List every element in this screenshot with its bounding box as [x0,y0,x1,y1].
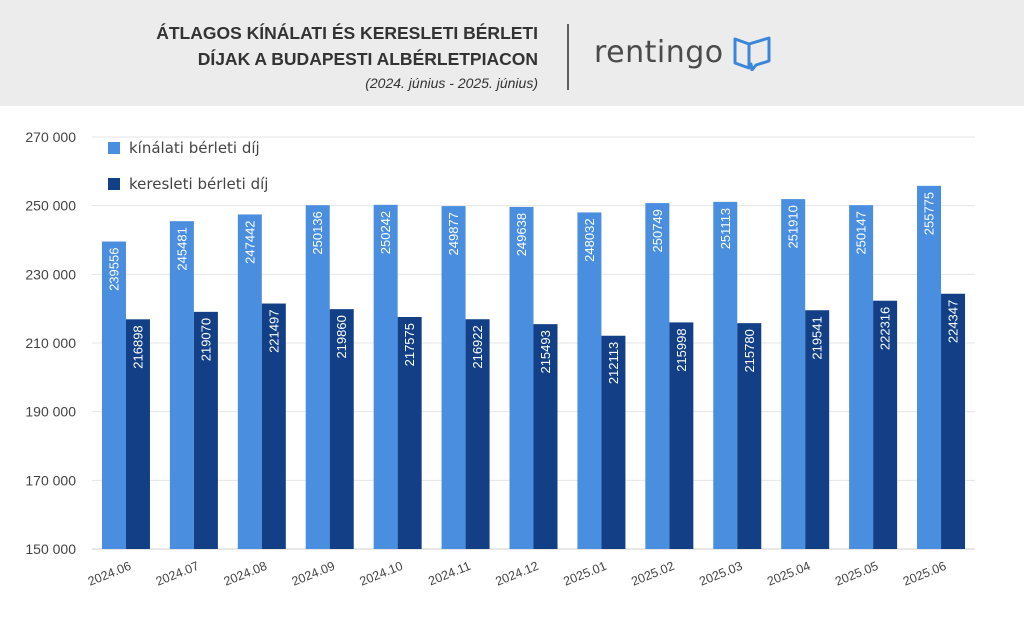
bar-chart: 150 000 170 000 190 000 210 000 230 000 250 0… [25,129,975,589]
bar-offer [101,241,126,549]
bar-demand [465,319,490,549]
bar-offer [577,212,602,549]
bar-value-label: 249877 [446,212,461,255]
x-tick-label: 2024.06 [86,559,133,589]
bar-demand [193,311,218,549]
bar-value-label: 219070 [198,318,213,361]
bar-value-label: 212113 [606,342,621,384]
legend-label: kínálati bérleti díj [129,139,260,157]
bar-value-label: 217575 [402,323,417,366]
brand-logo-text: rentingo [594,34,724,70]
chart-subtitle: (2024. június - 2025. június) [365,75,538,91]
bar-value-label: 250749 [650,209,665,252]
bar-value-label: 245481 [174,227,189,270]
bar-offer [169,221,194,550]
y-tick-label: 230 000 [25,266,76,282]
bar-offer [509,206,534,549]
x-tick-label: 2025.03 [697,559,744,589]
x-tick-label: 2024.07 [154,559,201,589]
chart-title-line-1: ÁTLAGOS KÍNÁLATI ÉS KERESLETI BÉRLETI [156,23,538,43]
bar-offer [713,201,738,549]
y-tick-label: 170 000 [25,472,76,488]
bar-demand [941,293,966,549]
bar-value-label: 251910 [786,205,801,248]
bar-offer [441,206,466,549]
bar-value-label: 215998 [674,328,689,371]
y-tick-label: 150 000 [25,541,76,557]
bar-value-label: 221497 [266,310,281,353]
bar-demand [533,324,558,549]
bar-value-label: 216898 [130,325,145,368]
bar-demand [873,300,898,549]
bar-offer [849,205,874,549]
bar-demand [669,322,694,549]
bars [101,185,966,550]
bar-value-label: 247442 [242,220,257,263]
legend: kínálati bérleti díj keresleti bérleti dí… [108,139,268,193]
x-tick-label: 2025.02 [629,559,676,589]
y-axis-ticks: 150 000 170 000 190 000 210 000 230 000 250 0… [25,129,76,557]
bar-demand [601,335,626,549]
x-tick-label: 2025.05 [833,559,880,589]
bar-demand [737,323,762,549]
bar-demand [329,309,354,549]
bar-value-label: 224347 [946,300,961,343]
bar-value-label: 255775 [922,192,937,235]
y-tick-label: 250 000 [25,198,76,214]
x-tick-label: 2024.10 [358,559,405,589]
bar-demand [125,319,150,549]
book-chat-icon [733,36,771,71]
bar-offer [237,214,262,549]
bar-demand [261,303,286,549]
bar-demand [805,310,830,549]
bar-value-label: 250242 [378,211,393,254]
legend-swatch [108,142,120,154]
bar-value-label: 248032 [582,218,597,261]
bar-demand [397,316,422,549]
bar-value-label: 216922 [470,325,485,368]
data-labels: 239556 216898 245481 219070 247442 221497 2501… [106,192,960,384]
x-tick-label: 2024.08 [222,559,269,589]
x-tick-label: 2025.01 [561,559,608,589]
bar-value-label: 251113 [718,208,733,249]
header-divider [567,24,569,90]
bar-offer [305,205,330,549]
x-tick-label: 2024.12 [493,559,540,589]
bar-value-label: 250147 [854,211,869,254]
y-tick-label: 190 000 [25,404,76,420]
title-block: ÁTLAGOS KÍNÁLATI ÉS KERESLETI BÉRLETI DÍ… [156,20,538,94]
bar-offer [917,185,942,549]
bar-value-label: 222316 [878,307,893,350]
bar-value-label: 219860 [334,315,349,358]
chart-title-line-2: DÍJAK A BUDAPESTI ALBÉRLETPIACON [197,49,538,69]
x-axis-ticks: 2024.06 2024.07 2024.08 2024.09 2024.10 2024.… [86,559,948,589]
y-tick-label: 270 000 [25,129,76,145]
x-tick-label: 2024.11 [426,559,472,589]
legend-swatch [108,178,120,190]
bar-offer [645,203,670,549]
bar-offer [781,199,806,549]
bar-value-label: 215780 [742,329,757,372]
legend-label: keresleti bérleti díj [129,175,268,193]
bar-value-label: 239556 [106,248,121,291]
bar-value-label: 219541 [810,316,825,359]
x-tick-label: 2025.06 [901,559,948,589]
bar-value-label: 249638 [514,213,529,256]
x-tick-label: 2025.04 [765,559,812,589]
brand-logo: rentingo [594,33,772,71]
bar-value-label: 215493 [538,330,553,373]
bar-value-label: 250136 [310,211,325,254]
header-banner: ÁTLAGOS KÍNÁLATI ÉS KERESLETI BÉRLETI DÍ… [0,0,1024,106]
x-tick-label: 2024.09 [290,559,337,589]
bar-offer [373,204,398,549]
y-tick-label: 210 000 [25,335,76,351]
